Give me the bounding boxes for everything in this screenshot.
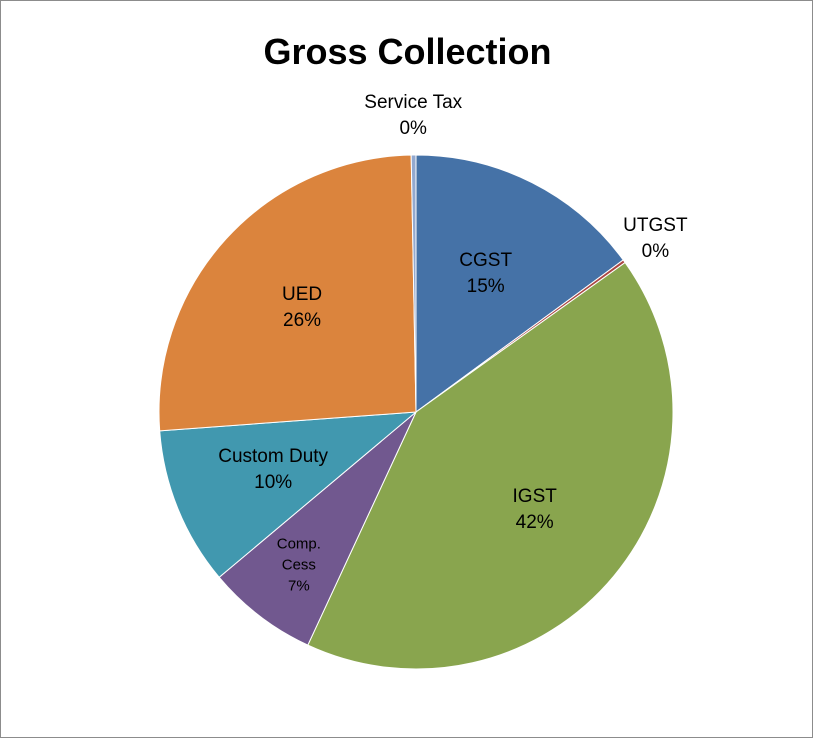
value-label: 0% [399,118,427,140]
pie-slice [218,411,417,646]
value-label: 42% [515,512,554,534]
value-label: 10% [254,472,293,494]
data-label: Custom Duty 10% [218,444,328,496]
category-label: Comp. Cess [276,535,321,574]
value-label: 0% [641,240,670,262]
value-label: 26% [283,310,322,332]
data-label: Comp. Cess 7% [275,534,323,597]
category-label: IGST [512,486,557,508]
value-label: 15% [466,276,505,298]
data-label: UTGST 0% [623,213,687,265]
data-label: UED 26% [282,282,322,334]
data-label: IGST 42% [513,484,557,536]
category-label: CGST [459,250,513,272]
pie-slice [158,154,417,432]
pie-slice [410,154,417,413]
pie-slice [159,411,418,579]
pie-slice [307,261,674,670]
data-label: CGST 15% [459,248,512,300]
category-label: Service Tax [364,92,463,114]
chart-title: Gross Collection [263,31,552,72]
category-label: Custom Duty [218,446,329,468]
value-label: 7% [287,577,310,595]
data-label: Service Tax 0% [364,90,462,142]
pie-slice [415,154,624,413]
category-label: UTGST [623,214,688,236]
category-label: UED [281,284,323,306]
